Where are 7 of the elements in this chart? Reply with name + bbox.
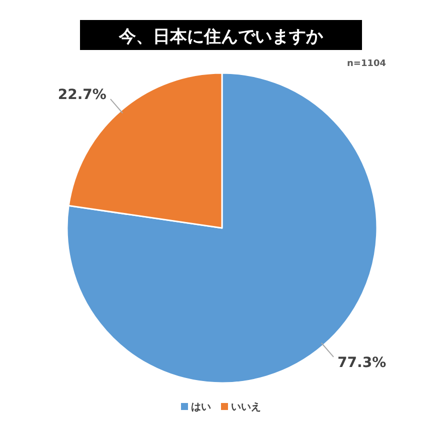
data-label: 22.7% — [58, 87, 106, 104]
title: 今、日本に住んでいますか — [80, 20, 362, 50]
text: n=1104 — [347, 59, 386, 69]
legend-label: はい — [191, 402, 211, 413]
data-label: 77.3% — [338, 354, 386, 371]
legend-label: いいえ — [231, 402, 261, 413]
chart-title: 今、日本に住んでいますか — [118, 27, 324, 47]
